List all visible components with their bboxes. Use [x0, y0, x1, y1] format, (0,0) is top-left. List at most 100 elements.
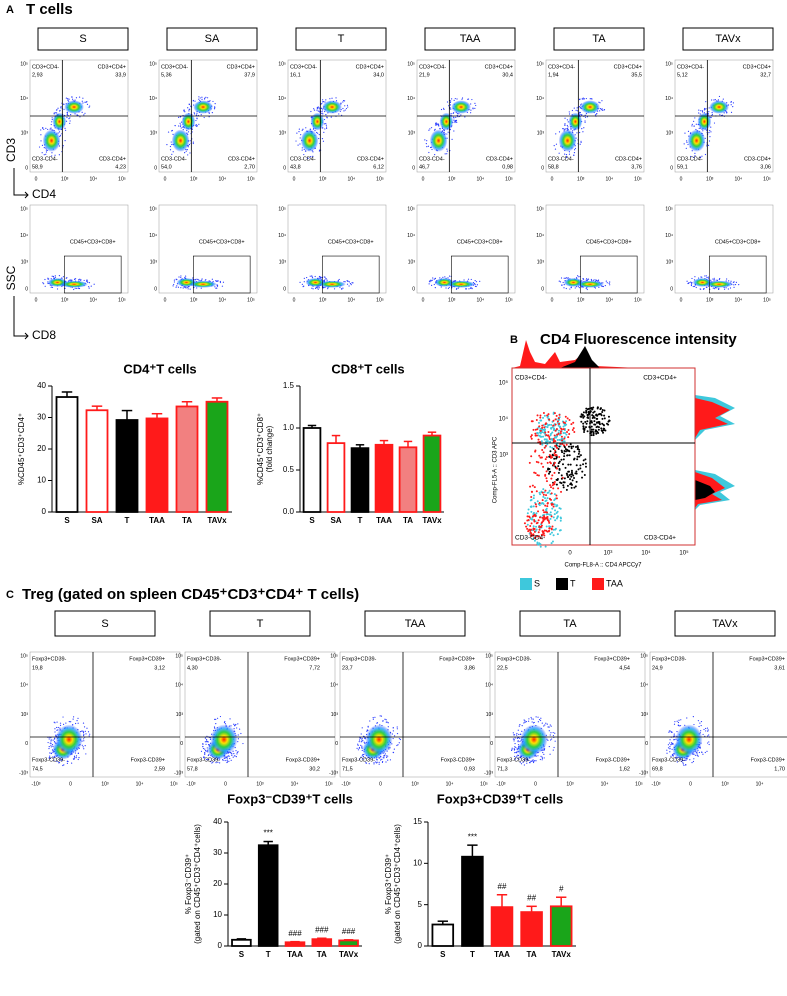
quadrant-name: CD3-CD4-	[290, 156, 316, 162]
dot	[176, 279, 177, 280]
dot	[374, 717, 375, 718]
dot	[362, 754, 363, 755]
x-tick-label: 0	[551, 176, 554, 182]
dot	[571, 287, 572, 288]
dot	[448, 288, 449, 289]
dot	[548, 726, 549, 727]
dot	[424, 139, 425, 140]
dot	[672, 755, 673, 756]
y-axis-label: (gated on CD45⁺CD3⁺CD4⁺cells)	[193, 824, 202, 944]
dot	[310, 276, 311, 277]
dot	[694, 117, 695, 118]
bar	[492, 907, 513, 946]
dot	[205, 744, 206, 745]
dot	[579, 132, 580, 133]
dot	[385, 753, 386, 754]
dot	[321, 103, 322, 104]
dot	[556, 484, 558, 486]
dot	[573, 427, 575, 429]
dot	[347, 105, 348, 106]
y-tick-label: 10³	[666, 131, 674, 137]
dot	[546, 415, 548, 417]
dot	[595, 433, 597, 435]
chart-title: Foxp3⁻CD39⁺T cells	[227, 791, 353, 806]
y-tick-label: 40	[213, 817, 222, 826]
dot	[201, 751, 202, 752]
bar	[521, 912, 542, 946]
y-tick-label: 10³	[499, 453, 508, 459]
quadrant-value: 46,7	[419, 164, 430, 170]
y-tick-label: 10⁵	[20, 653, 28, 659]
dot	[342, 101, 343, 102]
dot	[229, 758, 230, 759]
dot	[584, 474, 586, 476]
dot	[567, 476, 569, 478]
dot	[553, 448, 555, 450]
dot	[204, 117, 205, 118]
dot	[714, 278, 715, 279]
dot	[327, 288, 328, 289]
quadrant-name: CD3-CD4+	[357, 156, 384, 162]
dot	[674, 734, 675, 735]
dot	[556, 479, 558, 481]
dot	[235, 724, 236, 725]
dot	[538, 531, 540, 533]
bar	[304, 428, 321, 512]
dot	[531, 420, 533, 422]
dot	[327, 280, 328, 281]
dot	[550, 457, 552, 459]
dot	[184, 111, 185, 112]
dot	[73, 716, 74, 717]
dot	[584, 122, 585, 123]
dot	[715, 99, 716, 100]
dot	[300, 134, 301, 135]
y-tick-label: 10³	[641, 712, 649, 718]
dot	[557, 420, 559, 422]
dot	[64, 288, 65, 289]
dot	[733, 281, 734, 282]
dot	[299, 282, 300, 283]
y-tick-label: 10⁵	[278, 206, 286, 212]
dot	[554, 519, 556, 521]
dot	[738, 284, 739, 285]
dot	[225, 723, 226, 724]
dot	[601, 430, 603, 432]
dot	[546, 470, 548, 472]
dot	[516, 735, 517, 736]
x-tick-label: 10⁵	[634, 176, 642, 182]
dot	[209, 113, 210, 114]
dot	[542, 519, 544, 521]
dot	[712, 112, 713, 113]
dot	[524, 764, 525, 765]
dot	[376, 723, 377, 724]
dot	[564, 440, 566, 442]
y-tick-label: 0	[645, 741, 648, 747]
dot	[567, 126, 568, 127]
y-tick-label: 40	[37, 381, 46, 390]
dot	[237, 751, 238, 752]
dot	[465, 288, 466, 289]
dot	[446, 149, 447, 150]
dot	[538, 439, 540, 441]
dot	[552, 454, 554, 456]
dot	[170, 149, 171, 150]
dot	[384, 719, 385, 720]
dot	[540, 436, 542, 438]
dot	[361, 733, 362, 734]
dot	[65, 722, 66, 723]
dot	[451, 139, 452, 140]
dot	[592, 412, 594, 414]
dot	[434, 279, 435, 280]
dot	[602, 409, 604, 411]
dot	[539, 502, 541, 504]
dot	[56, 109, 57, 110]
quadrant-value: 0,93	[464, 766, 475, 772]
dot	[314, 110, 315, 111]
dot	[545, 434, 547, 436]
dot	[544, 474, 546, 476]
dot	[531, 519, 533, 521]
dot	[583, 127, 584, 128]
dot	[316, 110, 317, 111]
dot	[571, 484, 573, 486]
dot	[603, 424, 605, 426]
